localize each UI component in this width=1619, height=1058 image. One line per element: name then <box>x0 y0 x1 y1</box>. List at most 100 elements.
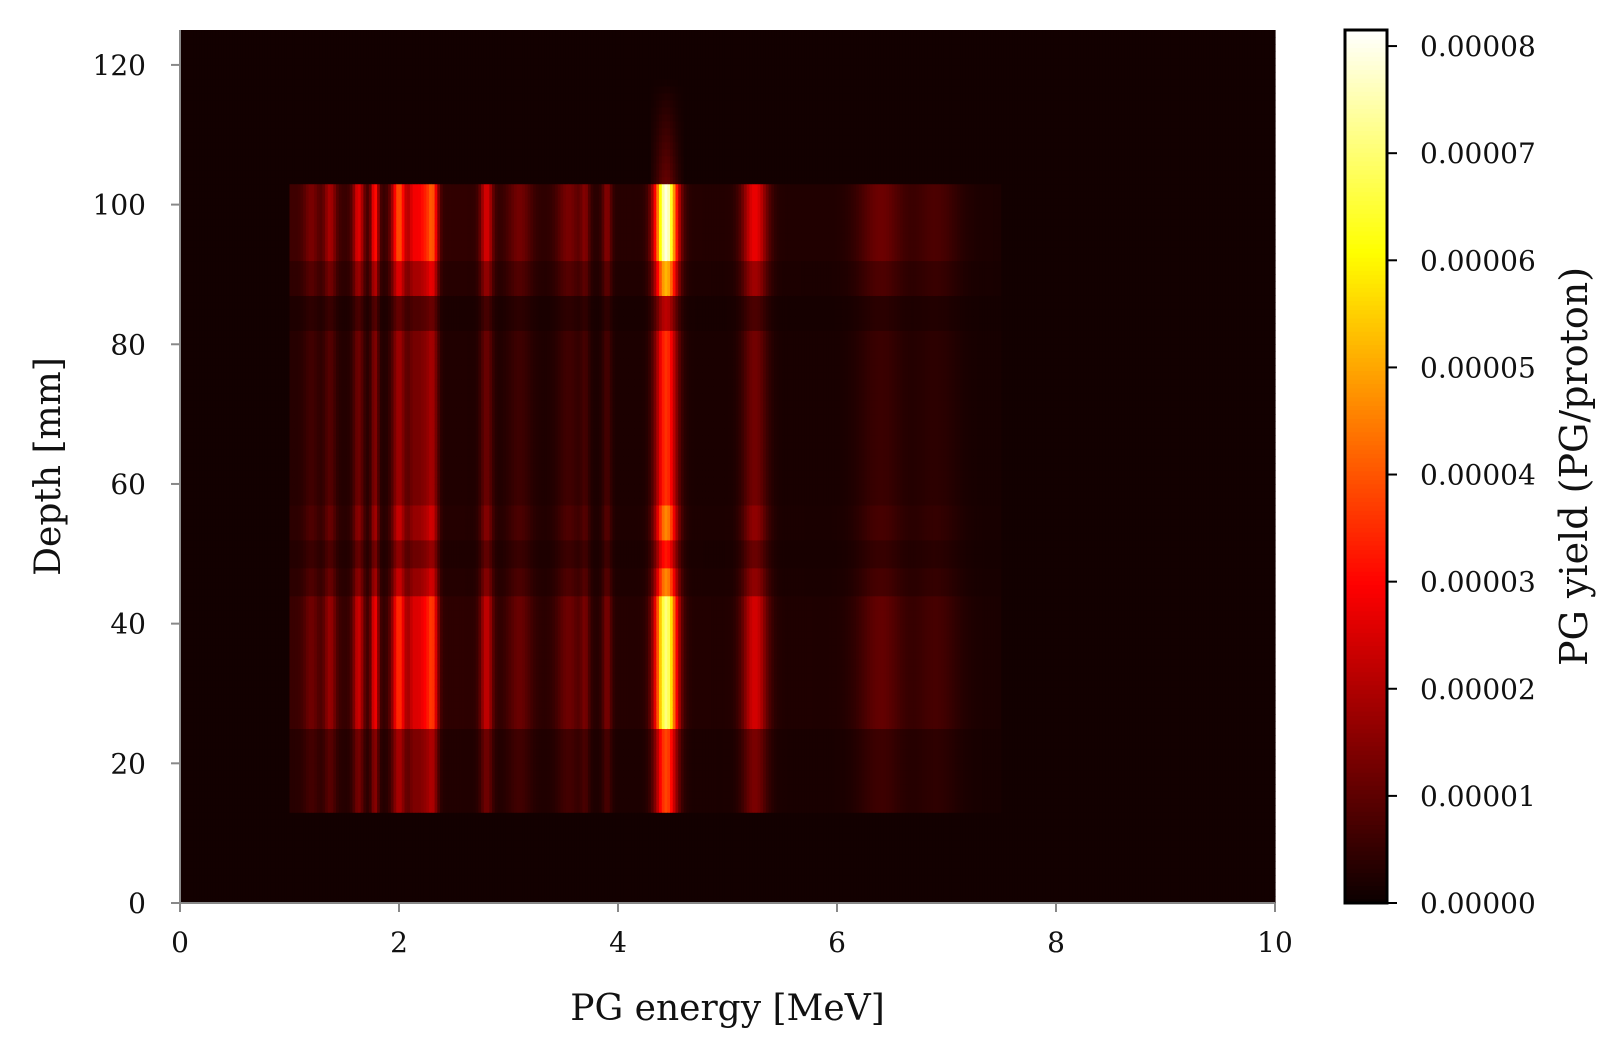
heatmap-cell <box>180 225 184 234</box>
heatmap-cell <box>207 525 211 534</box>
heatmap-cell <box>215 868 219 876</box>
heatmap-cell <box>196 476 200 485</box>
heatmap-cell <box>210 330 214 338</box>
heatmap-cell <box>190 162 195 171</box>
heatmap-cell <box>204 36 208 45</box>
heatmap-cell <box>199 190 203 199</box>
heatmap-cell <box>180 162 184 171</box>
heatmap-cell <box>199 763 203 771</box>
heatmap-cell <box>218 525 222 534</box>
heatmap-cell <box>199 57 203 66</box>
heatmap-cell <box>180 120 184 129</box>
heatmap-cell <box>207 253 211 262</box>
heatmap-cell <box>180 218 184 227</box>
heatmap-cell <box>190 693 195 702</box>
heatmap-cell <box>188 407 192 415</box>
heatmap-cell <box>193 497 198 506</box>
heatmap-cell <box>215 798 219 806</box>
heatmap-cell <box>199 700 203 709</box>
heatmap-cell <box>190 141 195 150</box>
heatmap-cell <box>182 267 187 276</box>
heatmap-cell <box>201 644 206 653</box>
heatmap-cell <box>182 253 187 262</box>
heatmap-cell <box>204 525 208 534</box>
heatmap-cell <box>201 92 206 101</box>
heatmap-cell <box>218 672 222 681</box>
heatmap-cell <box>182 204 187 213</box>
heatmap-cell <box>182 651 187 660</box>
heatmap-cell <box>215 30 219 38</box>
heatmap-cell <box>215 106 219 115</box>
heatmap-cell <box>190 120 195 129</box>
heatmap-cell <box>210 253 214 262</box>
heatmap-cell <box>210 302 214 310</box>
heatmap-cell <box>207 840 211 848</box>
heatmap-cell <box>207 875 211 883</box>
heatmap-cell <box>193 190 198 199</box>
heatmap-cell <box>218 623 222 632</box>
heatmap-cell <box>188 393 192 401</box>
heatmap-cell <box>180 428 184 436</box>
heatmap-cell <box>185 588 189 597</box>
heatmap-cell <box>190 85 195 94</box>
heatmap-cell <box>218 791 222 799</box>
heatmap-cell <box>207 393 211 401</box>
heatmap-cell <box>188 274 192 283</box>
heatmap-cell <box>199 623 203 632</box>
heatmap-cell <box>204 50 208 59</box>
heatmap-cell <box>190 449 195 457</box>
heatmap-cell <box>182 567 187 576</box>
heatmap-cell <box>204 246 208 255</box>
heatmap-cell <box>207 337 211 345</box>
heatmap-cell <box>210 637 214 646</box>
heatmap-cell <box>193 525 198 534</box>
heatmap-cell <box>193 435 198 443</box>
heatmap-cell <box>190 106 195 115</box>
heatmap-cell <box>188 92 192 101</box>
heatmap-cell <box>218 756 222 764</box>
heatmap-cell <box>182 728 187 736</box>
heatmap-cell <box>193 316 198 324</box>
heatmap-cell <box>210 190 214 199</box>
heatmap-cell <box>212 588 217 597</box>
heatmap-cell <box>212 92 217 101</box>
heatmap-cell <box>182 742 187 750</box>
heatmap-cell <box>212 148 217 157</box>
heatmap-cell <box>204 211 208 220</box>
heatmap-cell <box>180 483 184 492</box>
heatmap-cell <box>193 763 198 771</box>
heatmap-cell <box>201 281 206 289</box>
heatmap-cell <box>185 805 189 813</box>
heatmap-cell <box>185 30 189 38</box>
heatmap-cell <box>182 295 187 303</box>
heatmap-cell <box>207 421 211 429</box>
heatmap-cell <box>212 553 217 562</box>
heatmap-cell <box>215 658 219 667</box>
heatmap-cell <box>207 749 211 757</box>
heatmap-cell <box>190 637 195 646</box>
heatmap-cell <box>218 812 222 820</box>
heatmap-cell <box>210 344 214 352</box>
heatmap-cell <box>212 560 217 569</box>
heatmap-cell <box>207 351 211 359</box>
heatmap-cell <box>212 763 217 771</box>
heatmap-cell <box>218 567 222 576</box>
heatmap-cell <box>212 120 217 129</box>
heatmap-cell <box>180 539 184 548</box>
heatmap-cell <box>185 763 189 771</box>
heatmap-cell <box>180 288 184 296</box>
heatmap-cell <box>204 700 208 709</box>
heatmap-cell <box>201 763 206 771</box>
heatmap-cell <box>193 400 198 408</box>
heatmap-cell <box>201 497 206 506</box>
heatmap-cell <box>180 379 184 387</box>
heatmap-cell <box>182 281 187 289</box>
heatmap-cell <box>182 679 187 688</box>
heatmap-cell <box>193 218 198 227</box>
heatmap-cell <box>196 574 200 583</box>
heatmap-cell <box>199 267 203 276</box>
heatmap-cell <box>199 120 203 129</box>
heatmap-cell <box>199 693 203 702</box>
heatmap-cell <box>182 707 187 716</box>
heatmap-cell <box>210 169 214 178</box>
